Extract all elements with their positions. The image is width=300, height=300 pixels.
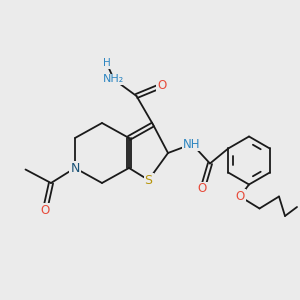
Text: S: S xyxy=(145,173,152,187)
Text: O: O xyxy=(40,203,50,217)
Text: NH₂: NH₂ xyxy=(103,74,124,85)
Text: N: N xyxy=(70,161,80,175)
Text: H: H xyxy=(103,58,110,68)
Text: O: O xyxy=(236,190,244,203)
Text: O: O xyxy=(198,182,207,196)
Text: O: O xyxy=(158,79,166,92)
Text: NH: NH xyxy=(183,137,201,151)
